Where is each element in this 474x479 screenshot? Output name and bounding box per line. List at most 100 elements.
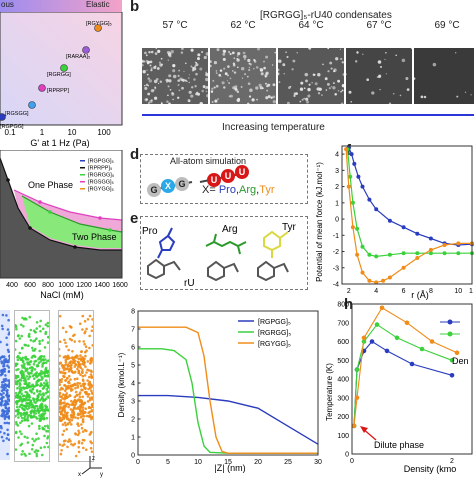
slab-rgrgg — [14, 310, 50, 462]
panel-e: e Pro Arg Tyr rU — [130, 210, 310, 292]
pmf-ytick-1: 3 — [335, 168, 339, 175]
svg-text:[RGPGG]₅: [RGPGG]₅ — [88, 159, 114, 165]
temp-point-1-1 — [354, 367, 360, 372]
dilute-phase-label: Dilute phase — [374, 440, 424, 450]
temperature-density-plot: Temperature (K) 0 100 200 300 400 500 600 700 80… — [325, 302, 473, 474]
temp-ytick-8: 800 — [337, 302, 349, 309]
pmf-point-0-9 — [415, 231, 420, 236]
pmf-ytick-2: 2 — [335, 184, 339, 191]
pmf-point-1-2 — [350, 200, 355, 205]
pmf-point-1-4 — [360, 244, 365, 249]
temp-legend — [440, 319, 460, 337]
phase-boundary-black — [0, 157, 122, 251]
temp-point-0-4 — [384, 348, 390, 354]
temp-ytick-3: 300 — [337, 395, 349, 402]
pmf-ytick-5: -1 — [333, 233, 339, 240]
density-xtick-2: 10 — [194, 459, 202, 466]
panel-e-letter: e — [130, 210, 139, 227]
svg-text:[RGYGG]₅: [RGYGG]₅ — [258, 341, 291, 348]
temp-xtick-1: 2 — [450, 458, 454, 465]
panel-d-letter: d — [130, 146, 140, 163]
pmf-point-2-11 — [428, 247, 433, 252]
temp-point-2-4 — [404, 320, 410, 326]
pmf-point-0-8 — [401, 225, 406, 230]
svg-text:800: 800 — [42, 282, 54, 289]
pmf-series-2 — [345, 149, 472, 284]
panel-g: Density (kmol.L⁻¹) 0 1 2 3 4 5 6 7 8 0 5 10 15 20 25 30… — [112, 305, 322, 474]
svg-text:U: U — [225, 171, 232, 181]
dense-phase-label: Den — [452, 356, 469, 366]
panel-c: [RGPGG]₅ [RPRPP]₅ [RGRGG]₅ [RGSGG]₅ [RGY… — [0, 149, 130, 300]
temp-point-0-6 — [449, 373, 455, 378]
temp-point-1-5 — [419, 346, 425, 352]
pmf-point-0-6 — [374, 207, 379, 212]
density-xtick-4: 20 — [254, 459, 262, 466]
temp-point-2-2 — [361, 335, 367, 341]
svg-text:G: G — [178, 179, 185, 189]
pmf-point-2-7 — [381, 278, 386, 283]
panel-g-slabs: y z x — [0, 310, 112, 478]
temp-point-2-6 — [454, 350, 460, 356]
temp-label-3: 67 °C — [366, 20, 392, 31]
density-xlabel: |Z| (nm) — [214, 463, 245, 473]
svg-text:[RGSGG]₅: [RGSGG]₅ — [88, 180, 114, 186]
temp-label-0: 57 °C — [162, 20, 188, 31]
temp-ytick-1: 100 — [337, 433, 349, 440]
label-rgrgg: [RGRGG] — [47, 72, 71, 78]
pmf-xtick-4: 10 — [454, 288, 462, 295]
pmf-point-1-11 — [442, 251, 447, 256]
pmf-point-0-7 — [387, 218, 392, 223]
two-phase-label: Two Phase — [72, 232, 117, 242]
bead-diagram: G X G U U U — [147, 165, 249, 197]
condensate-image-4 — [414, 48, 474, 104]
panel-a-plot: [RGYGG]₅ [RARAA]₅ [RGRGG] [RPRPP] [RGSGG… — [0, 12, 123, 148]
svg-text:X: X — [165, 181, 171, 191]
panel-h: h Temperature (K) 0 100 200 300 400 500 600 700… — [322, 296, 474, 474]
density-xtick-1: 5 — [166, 459, 170, 466]
panel-b: b [RGRGG]₅-rU40 condensates Increasing t… — [126, 0, 474, 140]
pmf-ytick-7: -3 — [333, 265, 339, 272]
density-profile-plot: Density (kmol.L⁻¹) 0 1 2 3 4 5 6 7 8 0 5 10 15 20 25 30… — [117, 309, 322, 474]
bead-x — [161, 179, 175, 193]
temp-point-0-3 — [369, 339, 375, 344]
pmf-point-2-1 — [346, 184, 351, 189]
pmf-point-1-7 — [387, 252, 392, 257]
temp-label-4: 69 °C — [434, 20, 460, 31]
pmf-point-1-1 — [348, 174, 353, 179]
svg-text:400: 400 — [6, 282, 18, 289]
svg-text:y: y — [100, 472, 103, 478]
pmf-xtick-cut: 1 — [469, 288, 473, 295]
pmf-point-2-6 — [374, 280, 379, 285]
temp-point-2-5 — [429, 339, 435, 344]
panel-b-title: [RGRGG]₅-rU40 condensates — [260, 10, 392, 21]
molecular-structures: Pro Arg Tyr rU — [142, 222, 297, 288]
svg-text:[RGPGG]₅: [RGPGG]₅ — [258, 319, 291, 326]
panel-f: f Potential of mean force (kJ.mol⁻¹) 432… — [310, 140, 474, 300]
temp-series-1 — [353, 323, 453, 426]
pmf-point-1-9 — [415, 251, 420, 256]
svg-text:U: U — [239, 167, 246, 177]
panel-d: d All-atom simulation G X G U U U X= Pro… — [130, 146, 310, 206]
bead-u2 — [221, 169, 235, 183]
pmf-ytick-0: 4 — [335, 152, 339, 159]
pmf-point-2-5 — [367, 278, 372, 283]
temp-series-2 — [353, 307, 458, 426]
svg-text:G: G — [150, 185, 157, 195]
panel-h-letter: h — [344, 296, 354, 313]
slab-rgpgg — [0, 310, 10, 460]
temp-label-2: 64 °C — [298, 20, 324, 31]
label-rgpgg: [RGPGG] — [0, 124, 24, 130]
pmf-ytick-3: 1 — [335, 200, 339, 207]
temp-ylabel: Temperature (K) — [325, 363, 334, 421]
condensate-image-2 — [278, 48, 344, 104]
phase-points — [6, 178, 112, 249]
bead-u1 — [207, 173, 221, 187]
svg-text:1600: 1600 — [112, 282, 128, 289]
pmf-point-0-10 — [428, 236, 433, 241]
density-series-1 — [138, 348, 318, 454]
pmf-point-0-4 — [360, 184, 365, 189]
phase-xlabel: NaCl (mM) — [40, 290, 84, 300]
pmf-plot: Potential of mean force (kJ.mol⁻¹) 43210… — [315, 145, 474, 300]
temp-ytick-2: 200 — [337, 414, 349, 421]
pmf-ytick-8: -4 — [333, 282, 339, 289]
